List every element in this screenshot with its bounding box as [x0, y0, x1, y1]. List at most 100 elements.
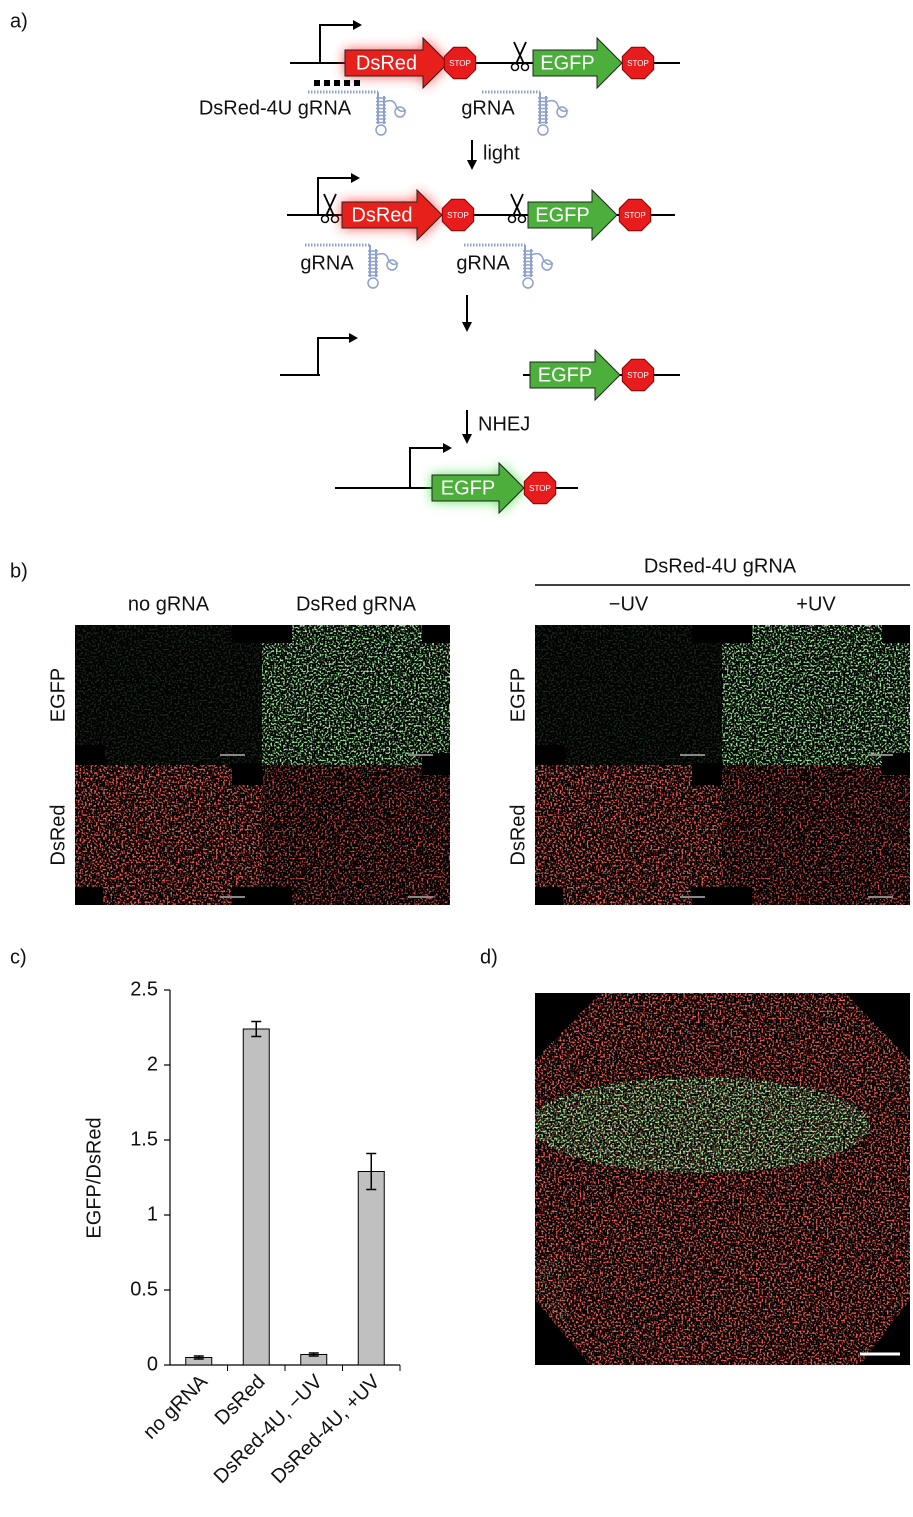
grna-label: DsRed-4U gRNA [199, 97, 352, 119]
grna-loop [522, 277, 534, 289]
tile-gap [232, 763, 262, 785]
gene-label: EGFP [535, 204, 589, 226]
bar [357, 1171, 385, 1366]
gene-arrow [527, 188, 618, 242]
tile-gap [75, 887, 103, 905]
grna-tail [545, 99, 569, 113]
grna-tail [383, 99, 407, 113]
scissors [320, 214, 330, 224]
tile-gap [262, 625, 292, 643]
gene-label: EGFP [540, 52, 594, 74]
row-label: EGFP [507, 668, 529, 722]
promoter [317, 337, 350, 375]
scissors [513, 41, 525, 65]
fluorescence [535, 625, 722, 765]
gene-label: EGFP [441, 477, 495, 499]
tile-gap [692, 887, 752, 905]
scissors [515, 41, 527, 65]
tile-gap [692, 625, 722, 643]
tile-gap [232, 887, 292, 905]
tile-gap [422, 753, 450, 775]
panel-label: d) [480, 946, 498, 968]
panel-label: c) [10, 946, 27, 968]
y-axis-label: EGFP/DsRed [83, 1117, 105, 1238]
grna-loop [386, 259, 398, 271]
fluorescence [535, 765, 722, 905]
target-mark [354, 80, 360, 86]
gene-label: DsRed [356, 52, 417, 74]
row-label: EGFP [47, 668, 69, 722]
stop-label: STOP [627, 59, 649, 68]
gene-arrow [344, 36, 449, 90]
step-arrow-head [462, 322, 472, 332]
fluorescence [75, 765, 262, 905]
tile-gap [535, 745, 565, 765]
scissors [325, 193, 337, 217]
grna-label: gRNA [300, 252, 354, 274]
fluorescence [722, 625, 910, 765]
grna-loop [556, 106, 568, 118]
panel-label: b) [10, 560, 28, 582]
target-mark [314, 80, 320, 86]
stop-sign [621, 358, 655, 392]
stop-label: STOP [447, 211, 469, 220]
column-label: −UV [609, 593, 649, 615]
step-label: NHEJ [478, 413, 530, 435]
gene-label: EGFP [538, 364, 592, 386]
grna-loop [394, 106, 406, 118]
scissors [520, 62, 530, 72]
y-tick-label: 0 [147, 1353, 158, 1375]
stop-sign [523, 471, 557, 505]
dish [535, 993, 910, 1365]
grna-loop [375, 124, 387, 136]
panel-label: a) [10, 10, 28, 32]
row-label: DsRed [507, 804, 529, 865]
scissors [517, 214, 527, 224]
fluorescence [75, 625, 262, 765]
error-bar [366, 1152, 377, 1191]
step-arrow-head [462, 434, 472, 444]
stop-label: STOP [449, 59, 471, 68]
tile-gap [535, 887, 563, 905]
tile-gap [722, 625, 752, 643]
y-tick-label: 0.5 [130, 1278, 158, 1300]
stop-label: STOP [529, 484, 551, 493]
scissors [507, 214, 517, 224]
scissors [323, 193, 335, 217]
column-label: no gRNA [128, 593, 210, 615]
y-tick-label: 2.5 [130, 978, 158, 1000]
grna-label: gRNA [461, 97, 515, 119]
scissors [330, 214, 340, 224]
grna-loop [541, 259, 553, 271]
column-label: DsRed gRNA [296, 593, 417, 615]
tile-gap [232, 625, 262, 643]
stop-sign [441, 198, 475, 232]
grna-tail [530, 252, 554, 266]
fluorescence [535, 1077, 870, 1173]
gene-arrow [431, 461, 525, 515]
step-arrow-head [467, 160, 477, 170]
scissors [512, 193, 524, 217]
x-tick-label: DsRed-4U, +UV [267, 1370, 385, 1488]
x-tick-label: no gRNA [139, 1370, 212, 1443]
grna-loop [367, 277, 379, 289]
stop-label: STOP [624, 211, 646, 220]
grna-tail [375, 252, 399, 266]
tile-gap [75, 745, 105, 765]
y-tick-label: 2 [147, 1053, 158, 1075]
bar [242, 1028, 270, 1366]
row-label: DsRed [47, 804, 69, 865]
grna-loop [537, 124, 549, 136]
y-tick-label: 1.5 [130, 1128, 158, 1150]
tile-gap [422, 625, 450, 643]
stop-sign [621, 46, 655, 80]
column-label: +UV [796, 593, 836, 615]
gene-arrow [529, 348, 621, 402]
scissors [510, 62, 520, 72]
target-mark [344, 80, 350, 86]
gene-arrow [341, 188, 443, 242]
group-label: DsRed-4U gRNA [644, 555, 797, 577]
promoter-head [443, 443, 452, 453]
target-mark [324, 80, 330, 86]
